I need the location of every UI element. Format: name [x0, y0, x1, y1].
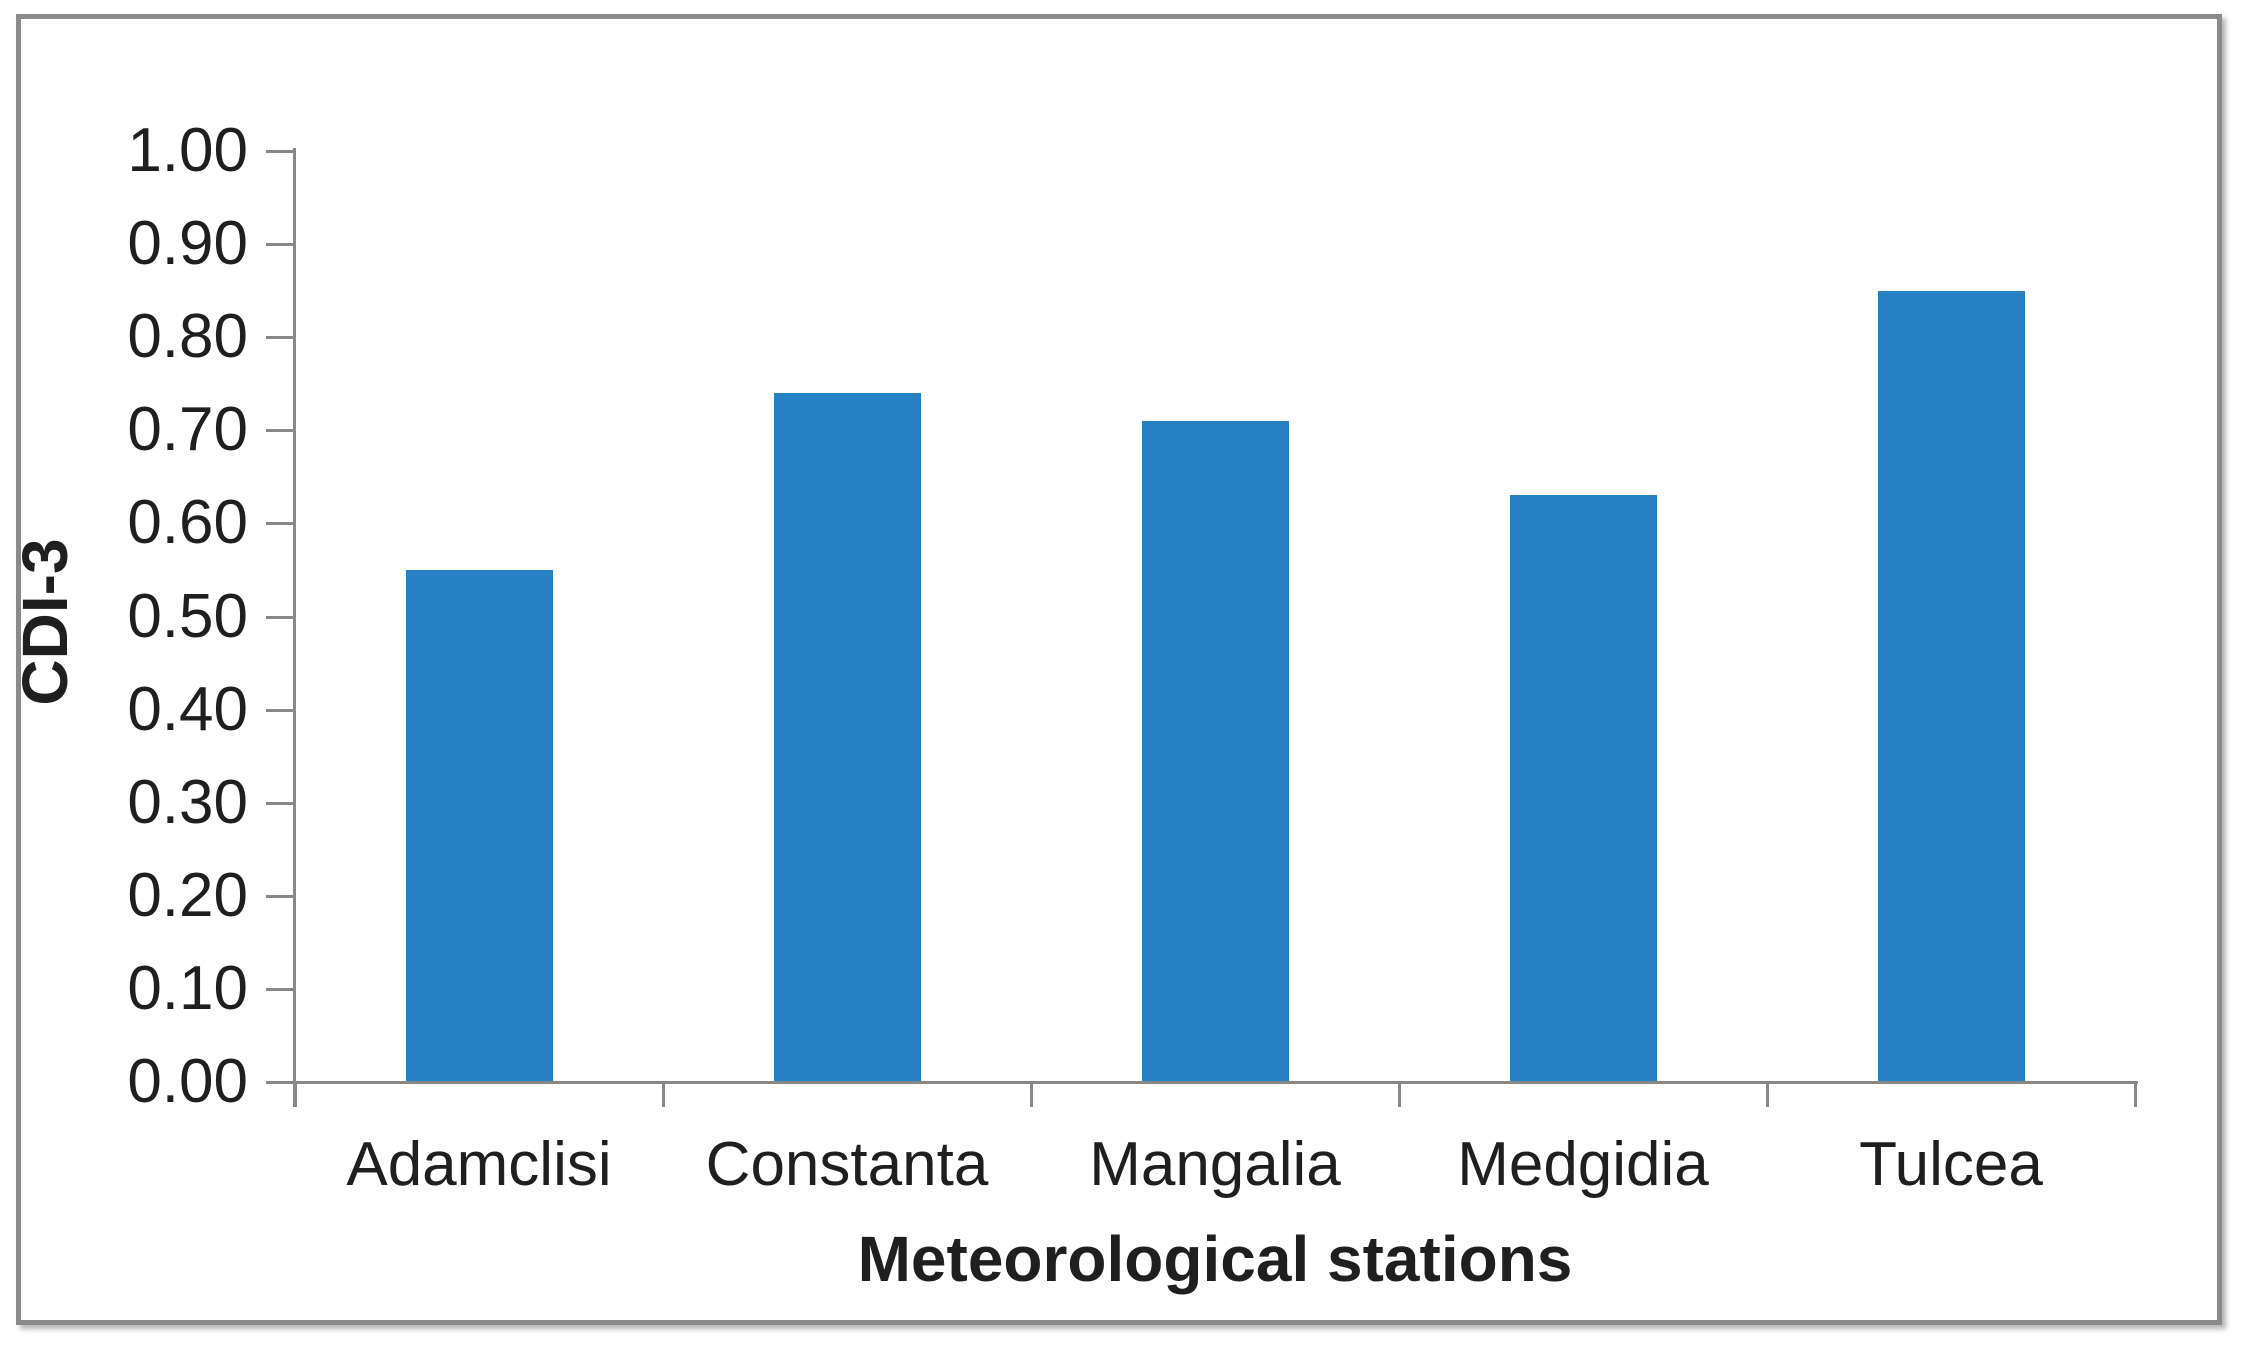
y-tick-label: 0.10	[127, 953, 248, 1023]
y-tick-label: 1.00	[127, 116, 248, 185]
y-tick-mark	[266, 987, 295, 991]
y-tick-label: 0.50	[127, 581, 248, 651]
x-axis-line	[293, 1081, 2138, 1084]
bar-mangalia	[1142, 421, 1289, 1082]
x-category-label-medgidia: Medgidia	[1457, 1130, 1709, 1199]
x-tick-mark	[662, 1082, 665, 1107]
x-tick-mark	[1030, 1082, 1033, 1107]
y-tick-mark	[266, 708, 295, 712]
y-tick-label: 0.00	[127, 1047, 248, 1116]
y-tick-label: 0.60	[127, 488, 248, 558]
y-tick-mark	[266, 150, 295, 153]
y-tick-mark	[266, 801, 295, 805]
x-axis-title: Meteorological stations	[857, 1223, 1573, 1295]
y-tick-label: 0.40	[127, 674, 248, 744]
x-category-label-constanta: Constanta	[705, 1130, 989, 1199]
figure-border	[16, 14, 2222, 1325]
y-tick-label: 0.80	[127, 302, 248, 372]
y-tick-mark	[266, 243, 295, 247]
y-axis-line	[293, 148, 296, 1107]
y-tick-label: 0.90	[127, 209, 248, 279]
x-tick-mark	[294, 1082, 297, 1107]
y-tick-mark	[266, 894, 295, 898]
x-tick-mark	[1766, 1082, 1769, 1107]
y-tick-mark	[266, 429, 295, 433]
x-tick-mark	[2134, 1082, 2137, 1107]
y-tick-label: 0.70	[127, 395, 248, 465]
y-tick-label: 0.20	[127, 860, 248, 930]
bar-medgidia	[1510, 495, 1657, 1082]
y-axis-title: CDI-3	[9, 538, 81, 706]
x-tick-mark	[1398, 1082, 1401, 1107]
bar-tulcea	[1878, 291, 2025, 1082]
y-tick-mark	[266, 336, 295, 340]
bar-adamclisi	[406, 570, 553, 1082]
y-tick-mark	[266, 615, 295, 619]
x-category-label-mangalia: Mangalia	[1089, 1130, 1341, 1199]
y-tick-mark	[266, 522, 295, 526]
y-tick-label: 0.30	[127, 767, 248, 837]
bar-constanta	[774, 393, 921, 1082]
x-category-label-adamclisi: Adamclisi	[346, 1130, 612, 1199]
y-tick-mark	[266, 1081, 295, 1084]
x-category-label-tulcea: Tulcea	[1859, 1130, 2043, 1199]
